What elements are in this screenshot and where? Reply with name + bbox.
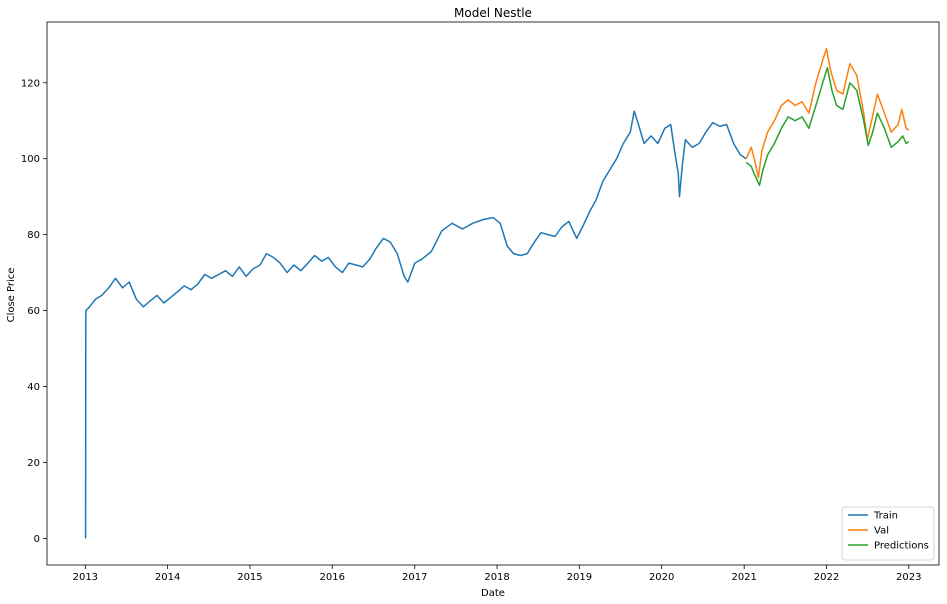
legend-box [841,506,935,561]
y-tick-label: 20 [27,458,40,469]
plot-frame [46,21,940,566]
legend-label-val: Val [874,526,889,537]
series-line-train [84,110,747,539]
y-tick-label: 0 [34,534,40,545]
x-tick-label: 2015 [237,572,262,583]
series-line-predictions [745,66,910,187]
x-tick-label: 2021 [731,572,756,583]
y-axis-title: Close Price [6,268,17,323]
chart-title: Model Nestle [454,6,532,20]
x-tick-label: 2019 [567,572,592,583]
y-axis-ticks: 0 20 40 60 80 100 120 [21,78,47,545]
y-tick-label: 100 [21,154,40,165]
x-tick-label: 2022 [814,572,839,583]
x-tick-label: 2020 [649,572,674,583]
y-tick-label: 120 [21,78,40,89]
x-tick-label: 2023 [896,572,921,583]
legend-label-predictions: Predictions [874,541,929,552]
x-axis-title: Date [481,588,505,599]
y-tick-label: 60 [27,306,40,317]
x-tick-label: 2013 [73,572,98,583]
y-tick-label: 40 [27,382,40,393]
plot-lines [84,47,910,539]
legend-label-train: Train [873,511,898,522]
legend: Train Val Predictions [841,506,935,561]
x-tick-label: 2018 [484,572,509,583]
x-axis-ticks: 2013 2014 2015 2016 2017 2018 2019 2020 2021 2022… [73,565,922,583]
series-line-val [745,47,910,179]
y-tick-label: 80 [27,230,40,241]
x-tick-label: 2014 [155,572,180,583]
x-tick-label: 2016 [320,572,345,583]
x-tick-label: 2017 [402,572,427,583]
